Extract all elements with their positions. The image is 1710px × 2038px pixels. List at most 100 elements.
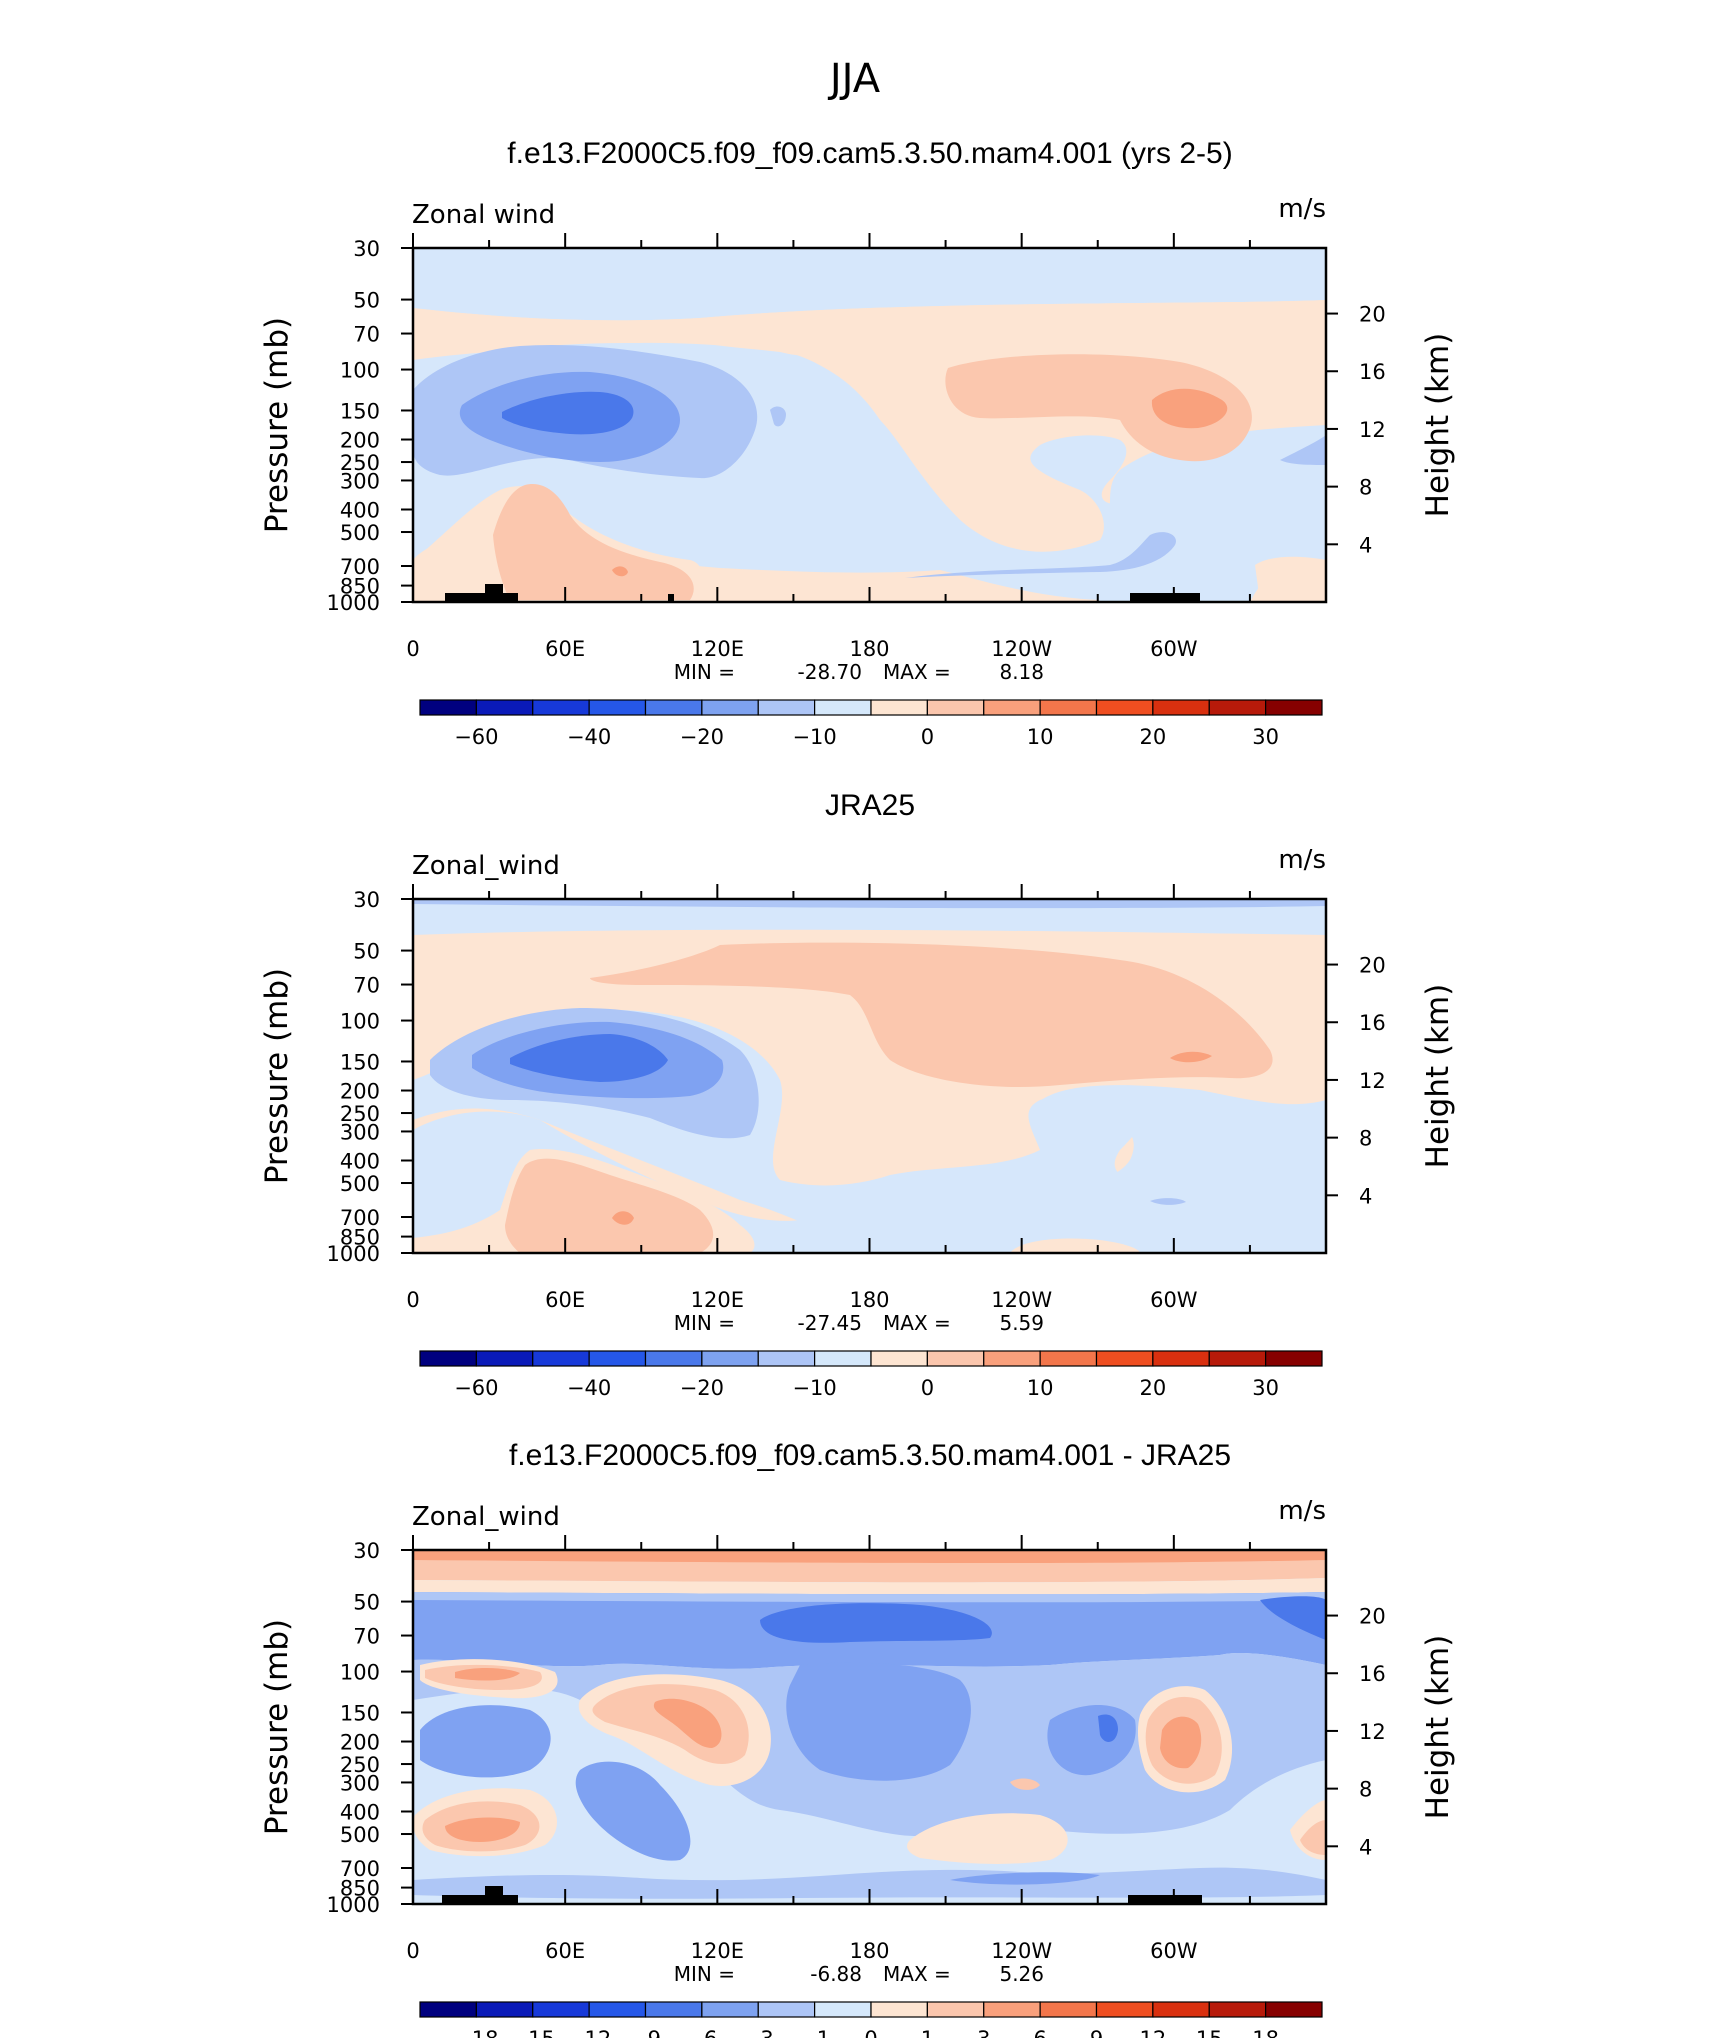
terrain-mask xyxy=(442,1886,518,1904)
y-tick-label: 300 xyxy=(340,469,380,493)
panel-reanalysis: JRA25 Zonal_wind m/s 0 60E xyxy=(259,789,1456,1400)
panel-title: JRA25 xyxy=(825,789,915,822)
y-tick-label: 700 xyxy=(340,555,380,579)
x-tick-label: 180 xyxy=(849,1939,889,1963)
y-tick-label: 1000 xyxy=(327,1893,380,1917)
colorbar-swatch xyxy=(588,2001,647,2018)
colorbar-swatch xyxy=(475,2001,534,2018)
min-value: -6.88 xyxy=(810,1962,862,1986)
contour-level-band xyxy=(786,1662,971,1781)
x-tick-label: 0 xyxy=(406,1939,419,1963)
colorbar-swatch xyxy=(757,1350,816,1367)
colorbar-swatch xyxy=(419,1350,477,1367)
contour-level-band xyxy=(1260,1596,1326,1640)
x-tick-label: 180 xyxy=(849,637,889,661)
y-tick-label: 150 xyxy=(340,1701,380,1725)
x-tick-label: 60E xyxy=(545,637,585,661)
contour-level-band xyxy=(1255,556,1326,602)
colorbar-swatch xyxy=(588,699,647,716)
colorbar-swatch xyxy=(757,2001,816,2018)
y-tick-label: 100 xyxy=(340,1661,380,1685)
contour-level-band xyxy=(420,1705,551,1778)
colorbar-label: −3 xyxy=(743,2027,774,2038)
contour-level-band xyxy=(1170,1051,1212,1063)
colorbar-swatch xyxy=(1095,699,1154,716)
colorbar-label: 0 xyxy=(864,2027,877,2038)
contour-field xyxy=(413,899,1326,1253)
axes: 0 60E 120E 180 120W 60W3050701001502002503004… xyxy=(259,233,1456,749)
colorbar-swatch xyxy=(532,1350,590,1367)
contour-level-band xyxy=(612,1211,634,1225)
axes: 0 60E 120E 180 120W 60W3050701001502002503004… xyxy=(259,1535,1456,2038)
colorbar-swatch xyxy=(475,1350,534,1367)
contour-level-band xyxy=(575,1761,691,1861)
x-tick-label: 60W xyxy=(1150,637,1198,661)
colorbar-swatch xyxy=(701,1350,759,1367)
contour-level-band xyxy=(413,1592,1326,1603)
y-tick-label: 150 xyxy=(340,399,380,423)
colorbar-swatch xyxy=(926,2001,985,2018)
contour-level-band xyxy=(1151,388,1228,429)
colorbar-swatch xyxy=(1265,2001,1323,2018)
colorbar-label: −9 xyxy=(630,2027,661,2038)
colorbar-swatch xyxy=(757,699,816,716)
y-tick-label: 70 xyxy=(353,1625,380,1649)
y-right-tick-label: 20 xyxy=(1359,954,1386,978)
colorbar-label: 0 xyxy=(921,725,934,749)
x-tick-label: 120W xyxy=(991,1288,1052,1312)
x-tick-label: 120W xyxy=(991,1939,1052,1963)
variable-label: Zonal wind xyxy=(412,200,555,230)
y-right-axis-title: Height (km) xyxy=(1420,984,1456,1169)
y-right-axis-title: Height (km) xyxy=(1420,333,1456,518)
contour-level-band xyxy=(950,1872,1100,1885)
contour-level-band xyxy=(945,354,1252,462)
x-tick-label: 120W xyxy=(991,637,1052,661)
contour-level-band xyxy=(502,391,634,435)
terrain-mask xyxy=(445,584,518,602)
y-right-tick-label: 4 xyxy=(1359,533,1372,557)
contour-level-band xyxy=(760,1603,992,1643)
terrain-mask xyxy=(1128,1895,1202,1904)
colorbar-swatch xyxy=(983,2001,1041,2018)
variable-label: Zonal_wind xyxy=(412,1502,560,1532)
y-tick-label: 100 xyxy=(340,359,380,383)
contour-level-band xyxy=(445,1817,520,1842)
colorbar-label: −18 xyxy=(454,2027,498,2038)
main-title: JJA xyxy=(827,56,881,102)
colorbar-label: 10 xyxy=(1027,725,1054,749)
max-label: MAX = xyxy=(883,1311,951,1335)
colorbar-swatch xyxy=(814,1350,872,1367)
y-tick-label: 850 xyxy=(340,575,380,599)
contour-level-band xyxy=(1160,1716,1202,1769)
y-tick-label: 30 xyxy=(353,888,380,912)
colorbar-label: 6 xyxy=(1033,2027,1046,2038)
colorbar-swatch xyxy=(1039,1350,1098,1367)
colorbar-swatch xyxy=(644,2001,703,2018)
colorbar-label: 30 xyxy=(1252,1376,1279,1400)
contour-field xyxy=(413,1550,1326,1904)
y-tick-label: 200 xyxy=(340,1080,380,1104)
colorbar-swatch xyxy=(814,699,872,716)
colorbar-swatch xyxy=(1152,2001,1210,2018)
contour-level-band xyxy=(1010,1778,1040,1790)
y-tick-label: 300 xyxy=(340,1120,380,1144)
min-label: MIN = xyxy=(674,1311,735,1335)
contour-level-band xyxy=(1098,1714,1118,1742)
colorbar-label: 1 xyxy=(921,2027,934,2038)
y-right-tick-label: 12 xyxy=(1359,418,1386,442)
colorbar-label: −40 xyxy=(567,725,611,749)
y-right-tick-label: 20 xyxy=(1359,303,1386,327)
colorbar-swatch xyxy=(1039,2001,1098,2018)
y-right-tick-label: 8 xyxy=(1359,476,1372,500)
y-right-tick-label: 16 xyxy=(1359,1011,1386,1035)
colorbar-label: −10 xyxy=(792,1376,836,1400)
contour-level-band xyxy=(1150,1198,1186,1205)
units-label: m/s xyxy=(1278,1496,1326,1526)
colorbar-swatch xyxy=(983,1350,1041,1367)
colorbar-swatch xyxy=(588,1350,647,1367)
x-tick-label: 120E xyxy=(691,1288,744,1312)
y-tick-label: 700 xyxy=(340,1857,380,1881)
colorbar-label: 20 xyxy=(1140,725,1167,749)
y-axis-title: Pressure (mb) xyxy=(259,1619,295,1835)
colorbar-label: 20 xyxy=(1140,1376,1167,1400)
